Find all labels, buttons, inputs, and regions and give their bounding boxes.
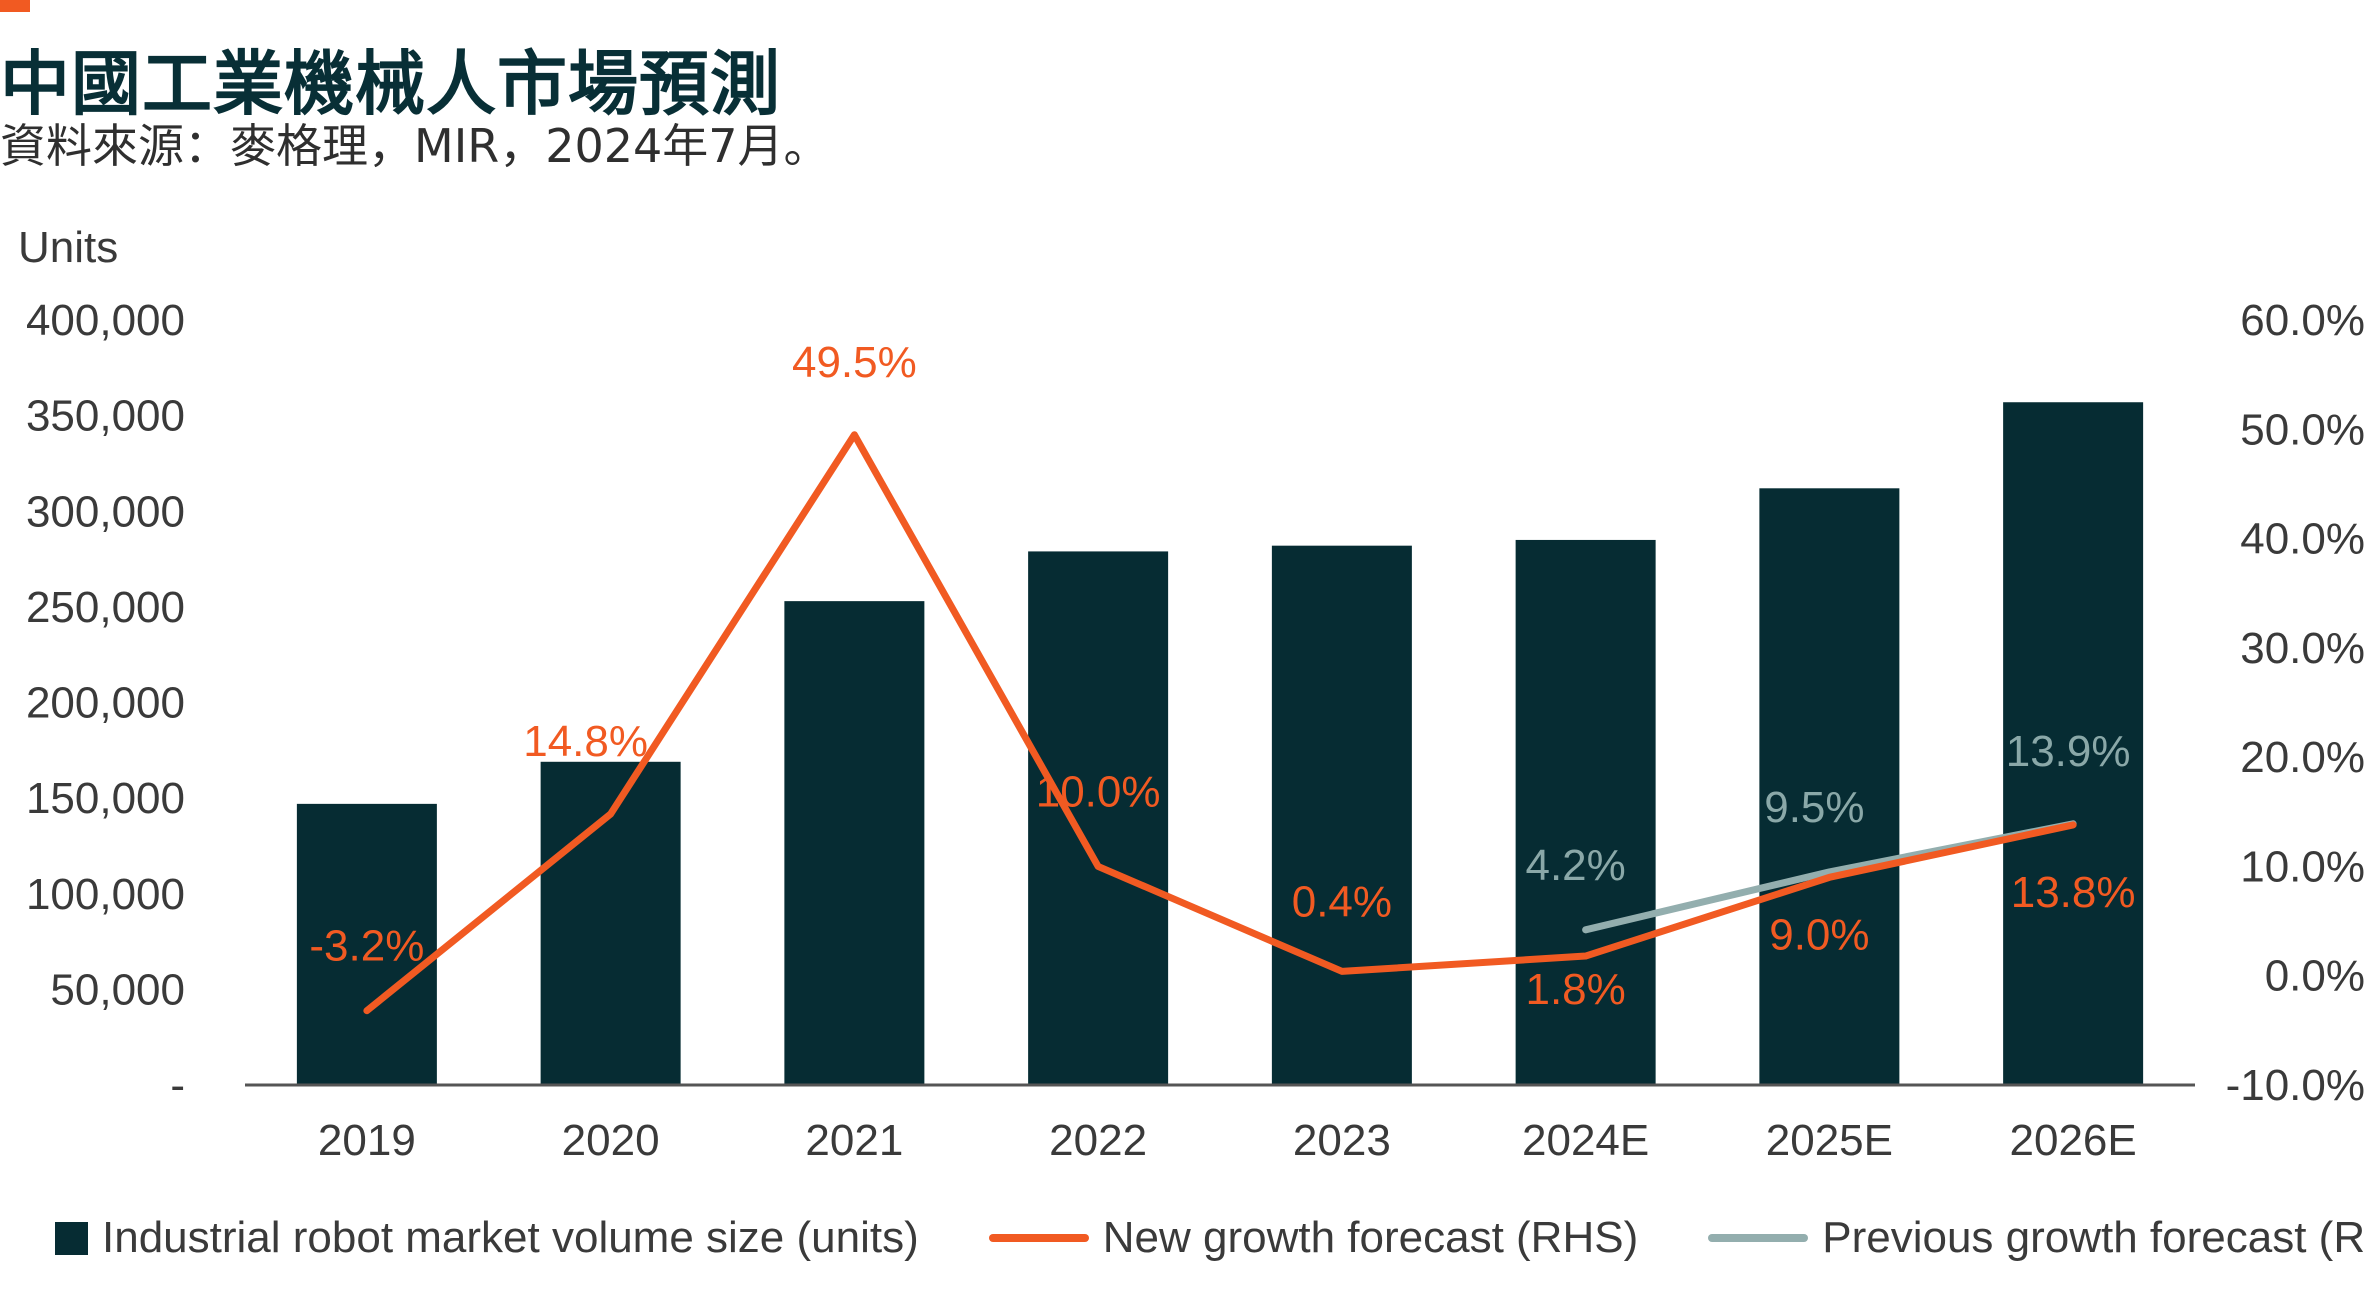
x-tick-label: 2023	[1293, 1116, 1391, 1165]
new-forecast-data-label: 13.8%	[2011, 868, 2136, 917]
new-forecast-data-label: 49.5%	[792, 338, 917, 387]
x-tick-label: 2025E	[1766, 1116, 1893, 1165]
y-right-tick-label: 60.0%	[2240, 296, 2365, 345]
previous-forecast-data-label: 4.2%	[1525, 841, 1625, 890]
y-right-tick-label: 10.0%	[2240, 842, 2365, 891]
new-forecast-data-label: 14.8%	[523, 717, 648, 766]
new-forecast-data-label: 9.0%	[1769, 910, 1869, 959]
chart-source: 資料來源：麥格理，MIR，2024年7月。	[0, 119, 830, 173]
legend-swatch-previous-forecast	[1708, 1234, 1809, 1242]
legend-item-bars: Industrial robot market volume size (uni…	[55, 1213, 919, 1263]
bar	[1028, 551, 1169, 1085]
bar	[2003, 402, 2144, 1085]
y-left-tick-label: 400,000	[26, 296, 185, 345]
x-tick-label: 2026E	[2010, 1116, 2137, 1165]
legend-item-previous-forecast: Previous growth forecast (RHS)	[1708, 1213, 2368, 1263]
x-tick-label: 2020	[562, 1116, 660, 1165]
new-forecast-data-label: 0.4%	[1292, 877, 1392, 926]
chart-title: 中國工業機械人市場預測	[0, 43, 781, 125]
legend-label-bars: Industrial robot market volume size (uni…	[102, 1213, 919, 1262]
previous-forecast-data-label: 9.5%	[1764, 783, 1864, 832]
legend-label-new-forecast: New growth forecast (RHS)	[1102, 1213, 1639, 1262]
x-tick-label: 2024E	[1522, 1116, 1649, 1165]
legend-label-previous-forecast: Previous growth forecast (RHS)	[1822, 1213, 2368, 1262]
bar	[296, 803, 437, 1085]
y-left-tick-label: 300,000	[26, 487, 185, 536]
y-right-tick-label: 50.0%	[2240, 405, 2365, 454]
y-left-tick-label: 50,000	[50, 965, 185, 1014]
x-tick-label: 2022	[1049, 1116, 1147, 1165]
x-tick-label: 2021	[805, 1116, 903, 1165]
y-right-tick-label: 30.0%	[2240, 624, 2365, 673]
new-forecast-data-label: 1.8%	[1525, 965, 1625, 1014]
bar	[1759, 488, 1900, 1085]
y-axis-title: Units	[18, 223, 118, 272]
legend: Industrial robot market volume size (uni…	[55, 1208, 2368, 1268]
x-tick-label: 2019	[318, 1116, 416, 1165]
y-left-tick-label: 200,000	[26, 679, 185, 728]
legend-swatch-bars	[55, 1221, 88, 1255]
y-left-tick-label: 150,000	[26, 774, 185, 823]
bar	[1515, 539, 1656, 1085]
accent-bar	[0, 0, 30, 12]
legend-item-new-forecast: New growth forecast (RHS)	[988, 1213, 1639, 1263]
new-forecast-data-label: 10.0%	[1036, 767, 1161, 816]
bar	[784, 601, 925, 1085]
y-left-tick-label: 250,000	[26, 583, 185, 632]
y-right-tick-label: 40.0%	[2240, 515, 2365, 564]
y-left-tick-label: -	[170, 1061, 185, 1110]
y-right-tick-label: 20.0%	[2240, 733, 2365, 782]
y-right-tick-label: -10.0%	[2226, 1061, 2365, 1110]
legend-swatch-new-forecast	[988, 1234, 1089, 1242]
new-forecast-line	[363, 431, 2077, 1015]
previous-forecast-data-label: 13.9%	[2006, 727, 2131, 776]
y-left-tick-label: 350,000	[26, 392, 185, 441]
y-right-tick-label: 0.0%	[2265, 952, 2365, 1001]
y-left-tick-label: 100,000	[26, 870, 185, 919]
new-forecast-data-label: -3.2%	[309, 922, 424, 971]
bar	[1271, 545, 1412, 1085]
